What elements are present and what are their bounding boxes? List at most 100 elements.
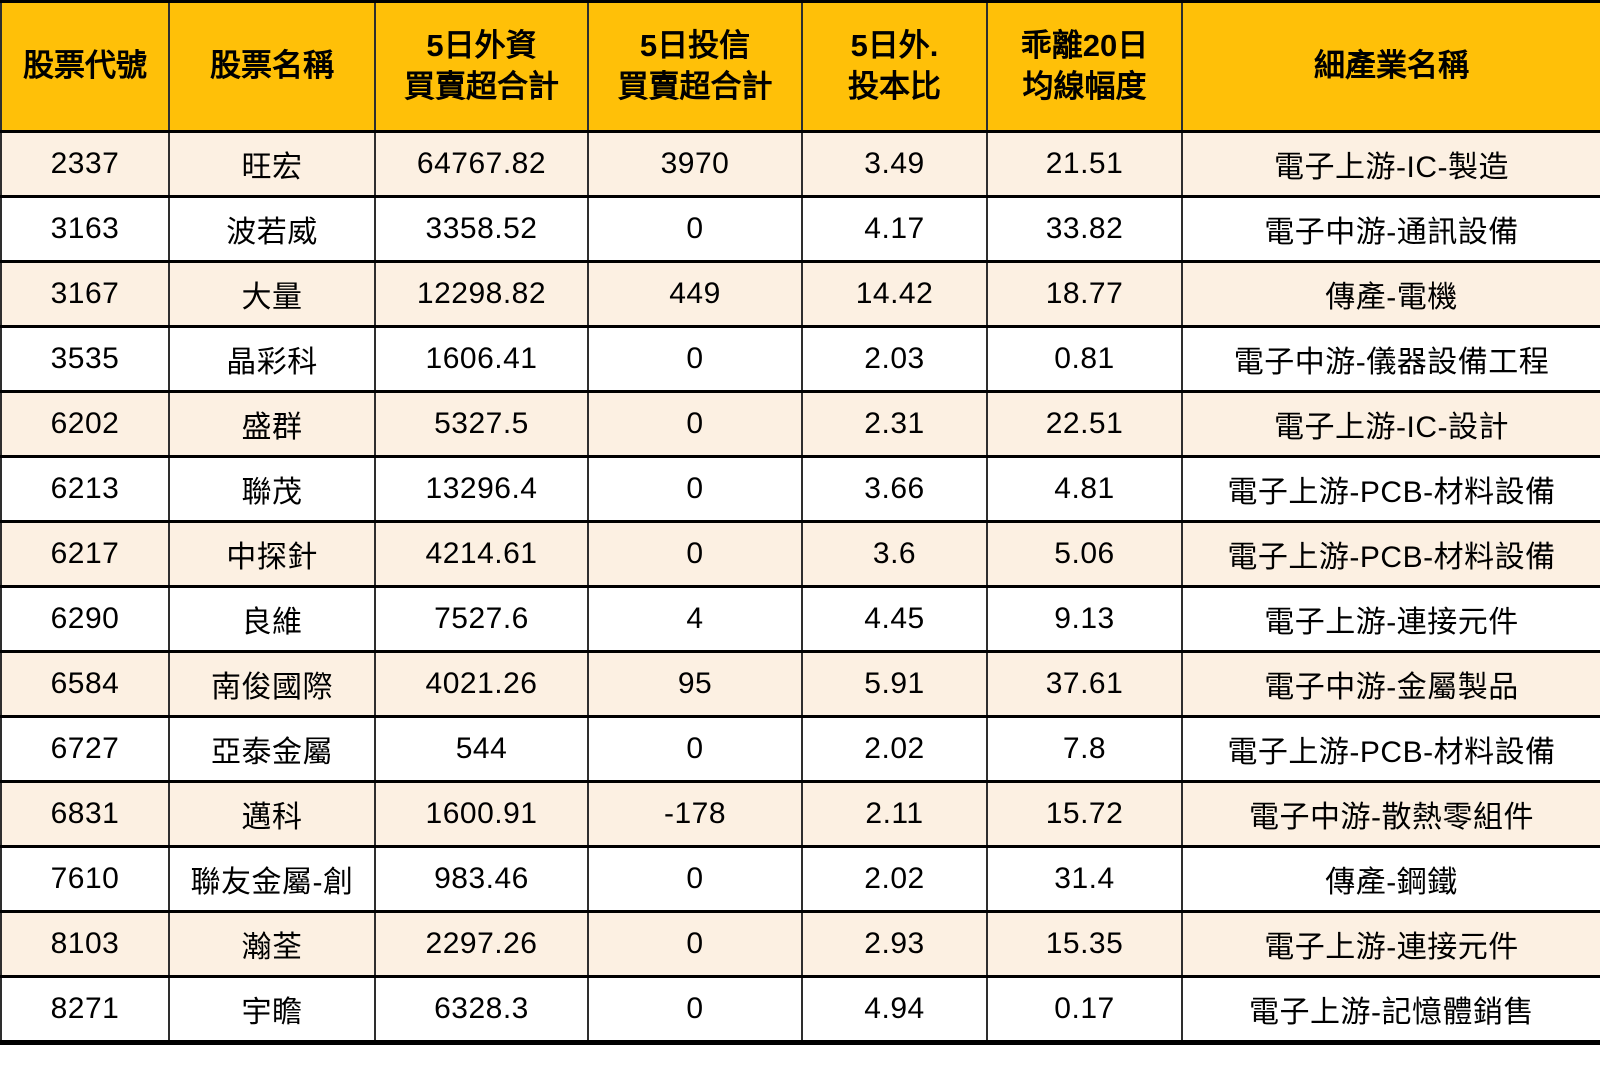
table-cell: 盛群 (168, 390, 376, 458)
table-cell: 3535 (0, 325, 170, 393)
table-cell: 6584 (0, 650, 170, 718)
table-cell: 0 (587, 455, 803, 523)
table-cell: 2.11 (801, 780, 988, 848)
table-cell: 4 (587, 585, 803, 653)
table-row: 6831 邁科 1600.91 -178 2.11 15.72 電子中游-散熱零組件 (0, 780, 1600, 848)
table-cell: 983.46 (374, 845, 589, 913)
table-cell: 電子上游-連接元件 (1181, 910, 1600, 978)
table-cell: 8271 (0, 975, 170, 1044)
table-cell: 3163 (0, 195, 170, 263)
table-cell: 2.03 (801, 325, 988, 393)
table-row: 8271 宇瞻 6328.3 0 4.94 0.17 電子上游-記憶體銷售 (0, 975, 1600, 1044)
table-cell: 2.31 (801, 390, 988, 458)
table-cell: 南俊國際 (168, 650, 376, 718)
header-cell-6: 細產業名稱 (1181, 0, 1600, 133)
table-cell: 電子上游-PCB-材料設備 (1181, 455, 1600, 523)
header-cell-5: 乖離20日 均線幅度 (986, 0, 1183, 133)
table-cell: 0 (587, 520, 803, 588)
table-cell: 聯茂 (168, 455, 376, 523)
table-cell: -178 (587, 780, 803, 848)
table-cell: 31.4 (986, 845, 1183, 913)
table-cell: 晶彩科 (168, 325, 376, 393)
table-cell: 0 (587, 910, 803, 978)
table-cell: 0.81 (986, 325, 1183, 393)
table-cell: 電子中游-儀器設備工程 (1181, 325, 1600, 393)
table-cell: 13296.4 (374, 455, 589, 523)
table-cell: 5.06 (986, 520, 1183, 588)
table-row: 8103 瀚荃 2297.26 0 2.93 15.35 電子上游-連接元件 (0, 910, 1600, 978)
table-cell: 3970 (587, 130, 803, 198)
table-cell: 電子中游-散熱零組件 (1181, 780, 1600, 848)
table-cell: 15.35 (986, 910, 1183, 978)
table-cell: 0 (587, 325, 803, 393)
table-cell: 3.49 (801, 130, 988, 198)
table-cell: 14.42 (801, 260, 988, 328)
table-cell: 7527.6 (374, 585, 589, 653)
table-cell: 6217 (0, 520, 170, 588)
table-cell: 0.17 (986, 975, 1183, 1044)
table-cell: 1600.91 (374, 780, 589, 848)
table-cell: 4.81 (986, 455, 1183, 523)
table-cell: 4.45 (801, 585, 988, 653)
table-cell: 37.61 (986, 650, 1183, 718)
table-cell: 4214.61 (374, 520, 589, 588)
table-cell: 2297.26 (374, 910, 589, 978)
table-cell: 2337 (0, 130, 170, 198)
table-cell: 544 (374, 715, 589, 783)
table-cell: 電子中游-金屬製品 (1181, 650, 1600, 718)
header-cell-0: 股票代號 (0, 0, 170, 133)
table-cell: 33.82 (986, 195, 1183, 263)
table-cell: 傳產-鋼鐵 (1181, 845, 1600, 913)
table-row: 7610 聯友金屬-創 983.46 0 2.02 31.4 傳產-鋼鐵 (0, 845, 1600, 913)
table-cell: 6290 (0, 585, 170, 653)
table-cell: 449 (587, 260, 803, 328)
table-cell: 良維 (168, 585, 376, 653)
table-cell: 6831 (0, 780, 170, 848)
table-row: 6217 中探針 4214.61 0 3.6 5.06 電子上游-PCB-材料設備 (0, 520, 1600, 588)
table-cell: 波若威 (168, 195, 376, 263)
table-cell: 瀚荃 (168, 910, 376, 978)
table-row: 6290 良維 7527.6 4 4.45 9.13 電子上游-連接元件 (0, 585, 1600, 653)
table-row: 6202 盛群 5327.5 0 2.31 22.51 電子上游-IC-設計 (0, 390, 1600, 458)
table-cell: 宇瞻 (168, 975, 376, 1044)
table-row: 3163 波若威 3358.52 0 4.17 33.82 電子中游-通訊設備 (0, 195, 1600, 263)
table-cell: 12298.82 (374, 260, 589, 328)
table-cell: 9.13 (986, 585, 1183, 653)
table-cell: 電子上游-PCB-材料設備 (1181, 715, 1600, 783)
table-cell: 6328.3 (374, 975, 589, 1044)
table-cell: 64767.82 (374, 130, 589, 198)
table-cell: 18.77 (986, 260, 1183, 328)
stock-data-table: 股票代號 股票名稱 5日外資 買賣超合計 5日投信 買賣超合計 5日外. 投本比 乖離20… (0, 0, 1600, 1045)
header-cell-1: 股票名稱 (168, 0, 376, 133)
table-cell: 1606.41 (374, 325, 589, 393)
table-cell: 2.02 (801, 845, 988, 913)
table-cell: 4021.26 (374, 650, 589, 718)
table-cell: 0 (587, 195, 803, 263)
table-cell: 亞泰金屬 (168, 715, 376, 783)
table-cell: 6727 (0, 715, 170, 783)
header-cell-3: 5日投信 買賣超合計 (587, 0, 803, 133)
table-cell: 2.93 (801, 910, 988, 978)
table-body: 2337 旺宏 64767.82 3970 3.49 21.51 電子上游-IC-製造 316… (0, 130, 1600, 1044)
table-cell: 7610 (0, 845, 170, 913)
table-cell: 0 (587, 390, 803, 458)
table-cell: 電子上游-PCB-材料設備 (1181, 520, 1600, 588)
table-cell: 3.6 (801, 520, 988, 588)
header-row: 股票代號 股票名稱 5日外資 買賣超合計 5日投信 買賣超合計 5日外. 投本比 乖離20… (0, 0, 1600, 133)
table-row: 2337 旺宏 64767.82 3970 3.49 21.51 電子上游-IC-製造 (0, 130, 1600, 198)
table-header: 股票代號 股票名稱 5日外資 買賣超合計 5日投信 買賣超合計 5日外. 投本比 乖離20… (0, 0, 1600, 133)
header-cell-2: 5日外資 買賣超合計 (374, 0, 589, 133)
table-row: 3535 晶彩科 1606.41 0 2.03 0.81 電子中游-儀器設備工程 (0, 325, 1600, 393)
table-cell: 5.91 (801, 650, 988, 718)
table-cell: 電子上游-連接元件 (1181, 585, 1600, 653)
table-row: 6727 亞泰金屬 544 0 2.02 7.8 電子上游-PCB-材料設備 (0, 715, 1600, 783)
table-cell: 電子上游-IC-製造 (1181, 130, 1600, 198)
table-cell: 0 (587, 715, 803, 783)
table-row: 3167 大量 12298.82 449 14.42 18.77 傳產-電機 (0, 260, 1600, 328)
table-cell: 3167 (0, 260, 170, 328)
table-cell: 3358.52 (374, 195, 589, 263)
header-cell-4: 5日外. 投本比 (801, 0, 988, 133)
table-cell: 3.66 (801, 455, 988, 523)
table-cell: 邁科 (168, 780, 376, 848)
table-cell: 8103 (0, 910, 170, 978)
